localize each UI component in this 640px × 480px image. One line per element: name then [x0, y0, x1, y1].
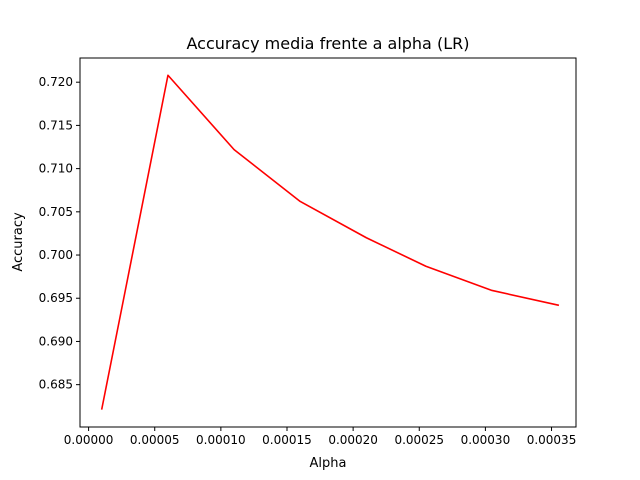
y-tick-label: 0.690 — [39, 334, 73, 348]
y-axis-label: Accuracy — [11, 212, 26, 272]
x-axis-label: Alpha — [310, 456, 347, 471]
x-tick-label: 0.00005 — [130, 433, 180, 447]
y-tick-label: 0.705 — [39, 205, 73, 219]
y-tick-label: 0.715 — [39, 118, 73, 132]
y-tick-label: 0.685 — [39, 378, 73, 392]
x-tick-label: 0.00030 — [461, 433, 511, 447]
plot-area — [80, 58, 576, 427]
plot-frame — [79, 57, 577, 428]
x-tick-label: 0.00025 — [394, 433, 444, 447]
y-tick-label: 0.720 — [39, 75, 73, 89]
x-tick-label: 0.00000 — [64, 433, 114, 447]
series-layer — [100, 74, 560, 410]
y-tick-label: 0.700 — [39, 248, 73, 262]
x-tick-label: 0.00010 — [196, 433, 246, 447]
y-tick-label: 0.710 — [39, 162, 73, 176]
x-axis-ticks: 0.00000 0.00005 0.00010 0.00015 0.00020 0.000… — [64, 427, 577, 447]
x-tick-label: 0.00015 — [262, 433, 312, 447]
series-line — [100, 74, 560, 410]
y-tick-label: 0.695 — [39, 291, 73, 305]
x-tick-label: 0.00035 — [527, 433, 577, 447]
x-tick-label: 0.00020 — [328, 433, 378, 447]
chart-title: Accuracy media frente a alpha (LR) — [187, 34, 470, 53]
y-axis-ticks: 0.685 0.690 0.695 0.700 0.705 0.710 0.715 0.720 — [39, 75, 80, 392]
